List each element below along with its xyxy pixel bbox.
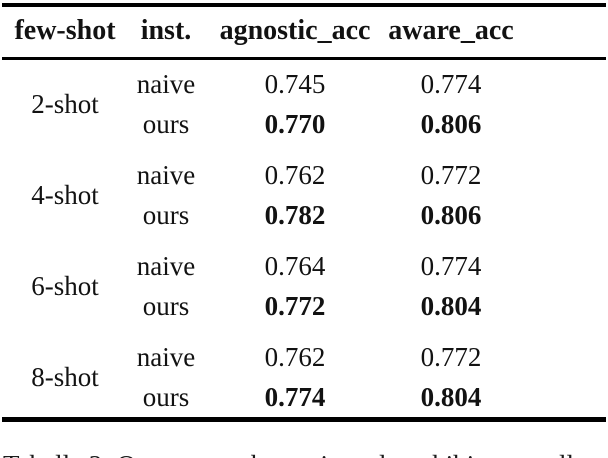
agnostic-acc-cell: 0.764 [264,251,326,281]
row-spacer [516,377,606,420]
column-header-few-shot: few-shot [14,15,116,46]
group-4-shot: 4-shot naive 0.762 0.772 ours 0.782 0.80… [2,144,606,235]
inst-cell: naive [136,69,196,99]
aware-acc-cell: 0.806 [420,109,482,139]
shot-label: 8-shot [31,362,99,392]
table-caption: Tabelle 3: Our approach consistently exh… [3,448,608,458]
table-row: 6-shot naive 0.764 0.774 [2,235,606,301]
column-header-aware-acc: aware_acc [388,15,514,46]
agnostic-acc-cell: 0.782 [264,200,326,230]
inst-cell: ours [142,200,190,230]
table-row: ours 0.772 0.804 [2,286,606,326]
aware-acc-cell: 0.804 [420,291,482,321]
agnostic-acc-cell: 0.762 [264,342,326,372]
row-spacer [516,286,606,326]
row-spacer [516,144,606,195]
column-header-inst: inst. [140,15,192,46]
shot-label: 2-shot [31,89,99,119]
row-spacer [516,326,606,377]
aware-acc-cell: 0.774 [420,251,482,281]
aware-acc-cell: 0.774 [420,69,482,99]
shot-label: 6-shot [31,271,99,301]
agnostic-acc-cell: 0.770 [264,109,326,139]
results-table: few-shot inst. agnostic_acc aware_acc 2-… [2,3,606,422]
table-row: ours 0.770 0.806 [2,104,606,144]
shot-label: 4-shot [31,180,99,210]
inst-cell: ours [142,291,190,321]
group-6-shot: 6-shot naive 0.764 0.774 ours 0.772 0.80… [2,235,606,326]
inst-cell: ours [142,382,190,412]
aware-acc-cell: 0.804 [420,382,482,412]
table-row: 2-shot naive 0.745 0.774 [2,59,606,119]
row-spacer [516,104,606,144]
inst-cell: naive [136,342,196,372]
table-row: 8-shot naive 0.762 0.772 [2,326,606,392]
inst-cell: naive [136,160,196,190]
agnostic-acc-cell: 0.774 [264,382,326,412]
header-spacer [516,5,606,59]
aware-acc-cell: 0.772 [420,160,482,190]
agnostic-acc-cell: 0.745 [264,69,326,99]
row-spacer [516,59,606,105]
group-8-shot: 8-shot naive 0.762 0.772 ours 0.774 0.80… [2,326,606,420]
table-row: 4-shot naive 0.762 0.772 [2,144,606,210]
table-row: ours 0.774 0.804 [2,377,606,420]
column-header-agnostic-acc: agnostic_acc [219,15,371,46]
group-2-shot: 2-shot naive 0.745 0.774 ours 0.770 0.80… [2,59,606,145]
aware-acc-cell: 0.806 [420,200,482,230]
inst-cell: naive [136,251,196,281]
table-row: ours 0.782 0.806 [2,195,606,235]
agnostic-acc-cell: 0.762 [264,160,326,190]
agnostic-acc-cell: 0.772 [264,291,326,321]
row-spacer [516,235,606,286]
aware-acc-cell: 0.772 [420,342,482,372]
inst-cell: ours [142,109,190,139]
row-spacer [516,195,606,235]
table-header: few-shot inst. agnostic_acc aware_acc [2,5,606,59]
